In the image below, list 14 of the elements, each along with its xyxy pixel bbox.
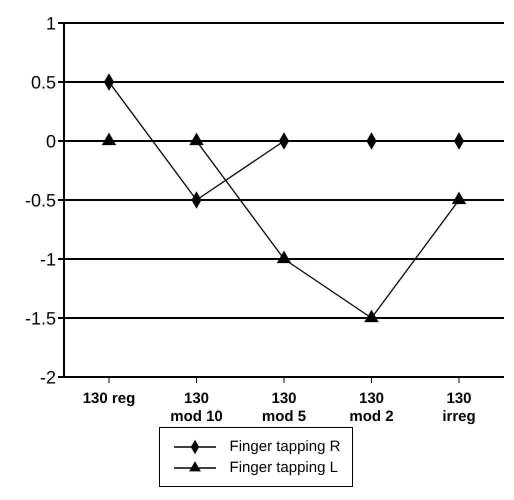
legend-label: Finger tapping R <box>230 438 340 455</box>
y-tick-label: 0.5 <box>30 72 56 92</box>
x-tick-label: 130 mod 2 <box>349 390 394 425</box>
x-tick-label: 130 mod 10 <box>170 390 223 425</box>
y-tick-label: -0.5 <box>24 190 56 210</box>
legend-label: Finger tapping L <box>230 459 338 476</box>
x-tick-label: 130 reg <box>82 390 136 407</box>
y-tick-label: -2 <box>40 367 56 388</box>
y-tick-label: 0 <box>46 131 56 152</box>
y-tick-label: 1 <box>46 13 56 34</box>
y-tick-label: -1.5 <box>24 308 56 328</box>
y-tick-label: -1 <box>40 249 56 270</box>
x-tick-label: 130 irreg <box>442 390 476 425</box>
x-tick-label: 130 mod 5 <box>262 390 306 425</box>
